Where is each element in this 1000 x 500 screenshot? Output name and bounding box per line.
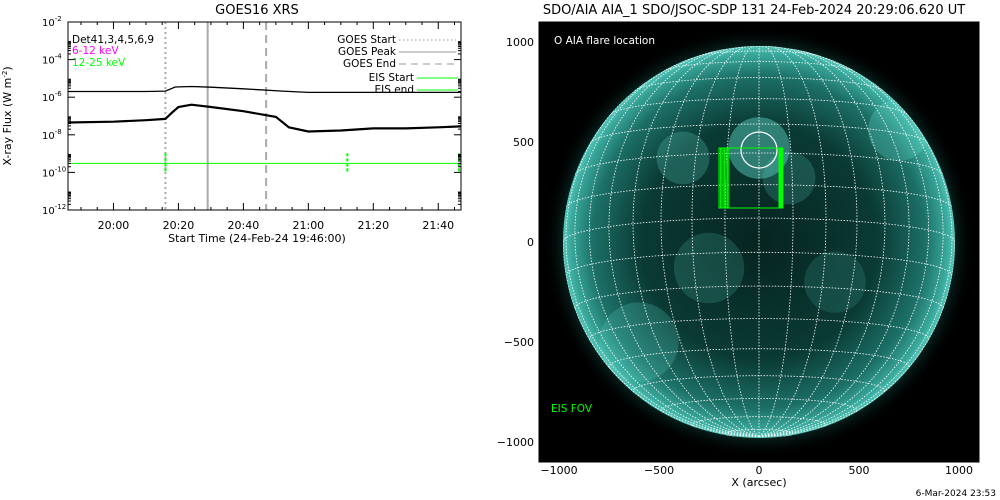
goes-xrs-chart: GOES16 XRS 10-12 10-10 10-8 10-6 10-4 10-2 20:… (1, 3, 462, 245)
aia-y-tick-label: 0 (527, 236, 534, 249)
goes-y-tick-label: 10-6 (42, 90, 62, 104)
aia-x-tick-label: −500 (644, 464, 674, 477)
longitude-line (724, 46, 760, 437)
longitude-line (758, 46, 827, 437)
latitude-line (632, 375, 886, 393)
aia-axes: −1000 −500 0 500 1000 −1000 −500 0 500 1000 (497, 22, 979, 477)
latitude-line (574, 285, 944, 309)
active-region-glow (656, 131, 710, 185)
aia-x-tick-label: 0 (756, 464, 763, 477)
goes-x-tick-label: 21:40 (422, 219, 454, 232)
active-region-glow (762, 151, 816, 205)
goes-y-tick-label: 10-10 (42, 165, 66, 179)
longitude-line (691, 46, 760, 437)
heliographic-grid (563, 46, 955, 437)
goes-series-line-2 (68, 103, 461, 133)
longitude-line (588, 50, 760, 437)
flare-location-label: O AIA flare location (554, 35, 655, 47)
longitude-line (758, 46, 794, 437)
active-region-glow (673, 232, 745, 304)
legend-eis-end: EIS end (374, 84, 414, 96)
aia-y-tick-label: −1000 (497, 436, 534, 449)
latitude-line (691, 416, 827, 428)
aia-y-tick-label: −500 (504, 336, 534, 349)
goes-y-tick-label: 10-8 (42, 128, 62, 142)
aia-xaxis-label: X (arcsec) (731, 476, 786, 489)
detector-label: Det41,3,4,5,6,9 (72, 34, 154, 46)
legend-goes-peak: GOES Peak (338, 46, 397, 58)
longitude-line (565, 81, 760, 437)
goes-axes: 10-12 10-10 10-8 10-6 10-4 10-2 20:00 20:20 20:4… (42, 15, 461, 232)
longitude-line (563, 241, 760, 437)
goes-series-line-1 (68, 85, 461, 94)
goes-plot-frame (67, 21, 462, 211)
eis-fov-raster (728, 147, 784, 209)
latitude-line (609, 98, 909, 116)
active-region-glow (804, 251, 866, 313)
longitude-line (758, 241, 955, 437)
goes-y-tick-label: 10-4 (42, 53, 62, 67)
goes-plot-area (68, 22, 461, 210)
legend-goes-end: GOES End (343, 58, 396, 70)
aia-x-tick-label: −1000 (540, 464, 577, 477)
goes-y-tick-label: 10-12 (42, 203, 66, 217)
goes-y-tick-label: 10-2 (42, 15, 62, 29)
goes-x-tick-label: 20:20 (163, 219, 195, 232)
legend-series-6-12kev: 6-12 keV (72, 45, 119, 57)
eis-fov-box (718, 147, 784, 209)
longitude-line (758, 48, 910, 437)
aia-y-tick-label: 500 (513, 136, 534, 149)
longitude-line (660, 46, 760, 437)
longitude-line (758, 50, 930, 437)
solar-disk (563, 46, 955, 438)
aia-x-tick-label: 1000 (945, 464, 973, 477)
aia-image-chart: SDO/AIA AIA_1 SDO/JSOC-SDP 131 24-Feb-20… (497, 3, 980, 489)
goes-x-tick-label: 21:00 (292, 219, 324, 232)
latitude-line (696, 50, 822, 57)
legend-goes-start: GOES Start (337, 34, 396, 46)
goes-yaxis-label: X-ray Flux (W m-2) (1, 66, 14, 165)
flare-location-marker (740, 131, 778, 169)
goes-xaxis-label: Start Time (24-Feb-24 19:46:00) (168, 232, 346, 245)
longitude-line (608, 48, 760, 437)
aia-chart-title: SDO/AIA AIA_1 SDO/JSOC-SDP 131 24-Feb-20… (543, 3, 965, 18)
active-region-glow (599, 302, 679, 382)
legend-series-12-25kev: 12-25 keV (72, 57, 126, 69)
footer-timestamp: 6-Mar-2024 23:53 (916, 489, 996, 499)
eis-fov-label: EIS FOV (551, 403, 593, 415)
aia-x-tick-label: 500 (849, 464, 870, 477)
goes-x-tick-label: 21:20 (357, 219, 389, 232)
latitude-line (660, 398, 858, 414)
goes-x-tick-label: 20:40 (228, 219, 260, 232)
legend-eis-start: EIS Start (369, 72, 414, 84)
latitude-line (565, 184, 953, 208)
goes-legend: Det41,3,4,5,6,9 6-12 keV 12-25 keV GOES … (72, 34, 458, 96)
goes-chart-title: GOES16 XRS (215, 3, 299, 18)
latitude-line (634, 77, 884, 91)
longitude-line (758, 46, 858, 437)
aia-y-tick-label: 1000 (506, 36, 534, 49)
goes-x-tick-label: 20:00 (98, 219, 130, 232)
longitude-line (758, 81, 953, 437)
